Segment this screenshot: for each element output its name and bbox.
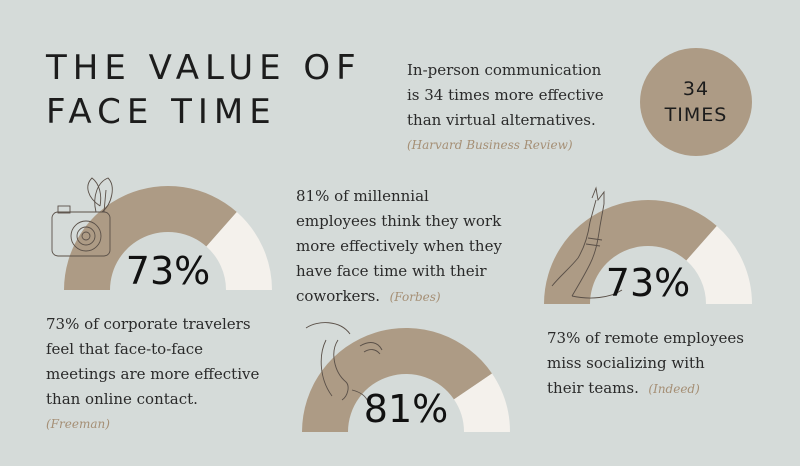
source-citation: (Freeman) [46,417,110,431]
stat-line: employees think they work [296,212,502,230]
stat-line: 81% of millennial [296,187,429,205]
stat-remote: 73% of remote employees miss socializing… [547,326,744,402]
gauge-segment-remainder [453,373,510,432]
stat-harvard: In-person communication is 34 times more… [407,58,604,158]
gauge-value-label: 81% [364,387,448,431]
stat-line: than virtual alternatives. [407,111,596,129]
source-citation: (Indeed) [648,382,700,396]
stat-line: is 34 times more effective [407,86,604,104]
title-line-1: THE VALUE OF [46,48,362,88]
source-citation: (Forbes) [389,290,441,304]
title-line-2: FACE TIME [46,92,277,132]
stat-line-text: their teams. [547,379,639,397]
stat-line: miss socializing with [547,354,705,372]
stat-line: In-person communication [407,61,602,79]
stat-line: 73% of remote employees [547,329,744,347]
badge-unit: TIMES [664,104,728,126]
gauge-value-label: 73% [606,261,690,305]
gauge-millennials [302,328,510,432]
gauge-travelers [64,186,272,290]
gauge-segment-remainder [206,211,272,290]
gauge-segment-filled [64,186,237,290]
source-citation: (Harvard Business Review) [407,138,573,152]
stat-line: coworkers. (Forbes) [296,284,502,310]
stat-travelers: 73% of corporate travelers feel that fac… [46,312,259,437]
stat-line: than online contact. [46,390,198,408]
face-line-art-icon [305,322,383,403]
page-title: THE VALUE OF FACE TIME [46,46,362,134]
stat-line: their teams. (Indeed) [547,376,744,402]
gauge-segment-remainder [686,225,752,304]
stat-line-text: coworkers. [296,287,381,305]
badge-number: 34 [682,78,710,100]
gauge-remote [544,200,752,304]
arm-line-art-icon [551,186,623,299]
gauge-segment-filled [544,200,717,304]
stat-line: 73% of corporate travelers [46,315,251,333]
stat-millennials: 81% of millennial employees think they w… [296,184,502,310]
stat-line: meetings are more effective [46,365,260,383]
stat-line: more effectively when they [296,237,502,255]
thirty-four-times-badge: 34 TIMES [640,48,752,156]
stat-line: feel that face-to-face [46,340,204,358]
gauge-segment-filled [302,328,493,432]
stat-line: have face time with their [296,262,487,280]
gauge-value-label: 73% [126,249,210,293]
camera-drawing-icon [51,177,113,257]
